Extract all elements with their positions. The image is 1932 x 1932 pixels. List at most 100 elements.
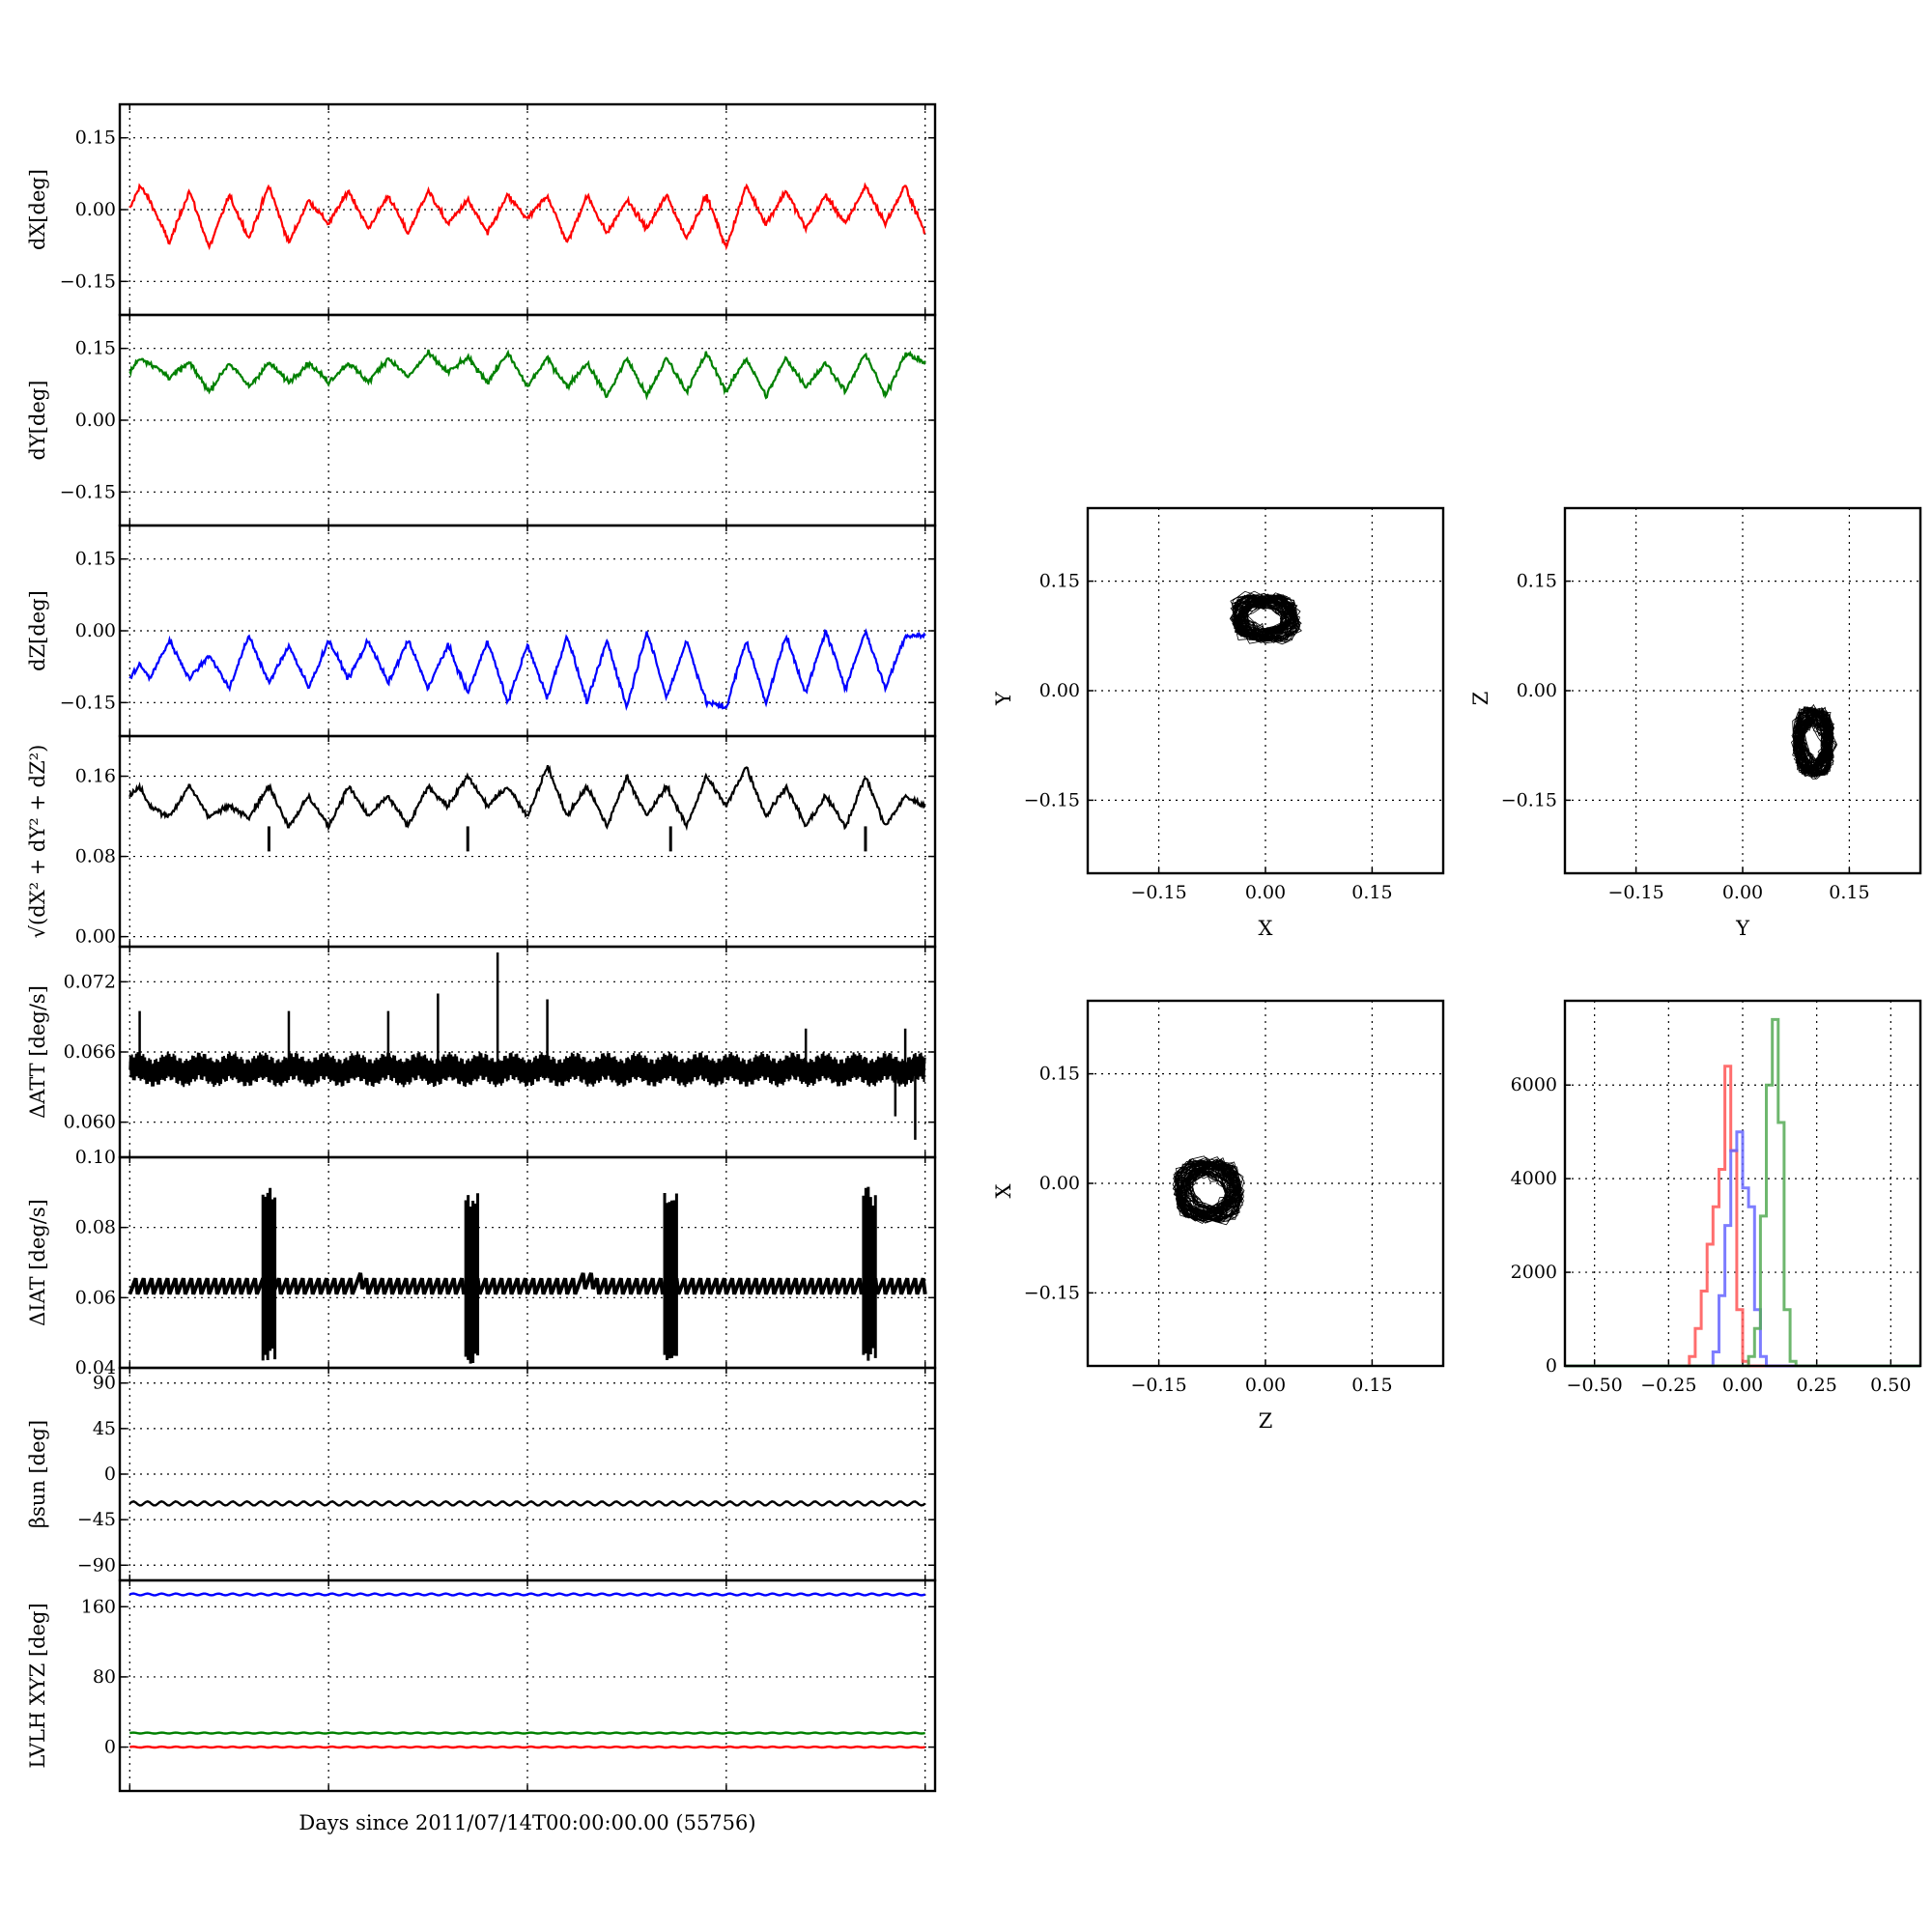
y-axis-label: βsun [deg] [26,1420,49,1528]
y-tick-label: 0.00 [75,926,116,948]
panel-dY: 0.15 0.00 −0.15 dY[deg] [26,313,937,527]
y-tick-label: 2000 [1511,1262,1557,1283]
y-axis-label: X [992,1183,1015,1198]
y-tick-label: 0.15 [1039,571,1080,592]
orbit-trace [1791,703,1838,780]
y-tick-label: −0.15 [60,692,116,713]
y-tick-label: 0.15 [1517,571,1557,592]
y-tick-label: 0.15 [75,549,116,570]
y-tick-label: 0 [104,1737,116,1758]
panel-dZ: 0.15 0.00 −0.15 dZ[deg] [26,524,937,738]
panel-lvlh: 160 80 0 LVLH XYZ [deg] Days since 2011/07/1… [26,1578,937,1834]
x-tick-label: 0.50 [1870,1375,1911,1396]
y-tick-label: 0.00 [75,620,116,641]
panel-norm: 0.16 0.08 0.00 √(dX² + dY² + dZ²) [26,734,937,949]
y-tick-label: 0.16 [75,766,116,787]
x-tick-label: −0.15 [1607,882,1663,903]
y-tick-label: 0.08 [75,1217,116,1238]
series-line [128,1592,926,1597]
y-tick-label: −0.15 [60,481,116,502]
orbit-trace [1172,1155,1245,1226]
y-tick-label: 0.00 [1039,1173,1080,1194]
y-axis-label: Y [992,691,1015,706]
panel-dATT: 0.072 0.066 0.060 ΔATT [deg/s] [26,945,937,1159]
y-tick-label: 0.066 [64,1041,116,1063]
y-tick-label: 0.15 [75,128,116,149]
y-tick-label: 0.00 [75,410,116,431]
panel-frame [118,1578,937,1793]
y-tick-label: 0.00 [1517,680,1557,701]
x-tick-label: −0.25 [1640,1375,1696,1396]
y-axis-label: ΔATT [deg/s] [26,985,49,1119]
panel-frame [118,734,937,949]
y-tick-label: 0.15 [75,338,116,359]
y-tick-label: 0.10 [75,1147,116,1168]
y-axis-label: Z [1469,692,1492,706]
histogram-step [1565,1130,1920,1368]
y-axis-label: √(dX² + dY² + dZ²) [26,745,49,939]
y-axis-label: LVLH XYZ [deg] [26,1603,49,1768]
histogram-step [1565,1017,1920,1368]
panel-frame [1086,506,1445,875]
panel-frame [1563,999,1922,1368]
y-tick-label: 80 [93,1666,116,1688]
series-line [128,1272,927,1295]
x-axis-label: Y [1735,917,1750,940]
series-line [128,182,926,251]
y-tick-label: −0.15 [1024,1282,1080,1303]
x-tick-label: 0.15 [1351,882,1392,903]
x-axis-label: Days since 2011/07/14T00:00:00.00 (55756… [298,1811,755,1834]
panel-frame [118,1155,937,1370]
y-tick-label: 0.08 [75,846,116,867]
series-line [129,1731,925,1735]
y-tick-label: 0 [104,1463,116,1485]
y-tick-label: 45 [93,1418,116,1439]
series-line [128,764,926,832]
x-tick-label: −0.15 [1130,1375,1186,1396]
panel-yz: −0.15 0.15 0.00 0.00 0.15 −0.15 Y Z [1469,506,1922,940]
y-tick-label: −0.15 [1024,789,1080,810]
y-tick-label: −45 [77,1509,116,1530]
panel-hist: −0.50 −0.25 0.00 0.25 0.50 6000 4000 2000 0 [1511,999,1922,1396]
y-axis-label: dX[deg] [26,169,49,250]
panel-beta: 90 45 0 −45 −90 βsun [deg] [26,1366,937,1582]
y-tick-label: −0.15 [1501,789,1557,810]
y-tick-label: −0.15 [60,270,116,292]
x-tick-label: 0.25 [1797,1375,1837,1396]
panel-dIAT: 0.10 0.08 0.06 0.04 ΔIAT [deg/s] [26,1147,937,1378]
y-tick-label: 4000 [1511,1168,1557,1189]
x-tick-label: 0.00 [1245,882,1286,903]
series-line [128,1500,926,1507]
y-tick-label: 0.060 [64,1112,116,1133]
y-axis-label: dZ[deg] [26,590,49,671]
y-tick-label: 0.06 [75,1287,116,1308]
x-tick-label: −0.15 [1130,882,1186,903]
y-tick-label: −90 [77,1554,116,1576]
y-tick-label: 0.00 [75,199,116,220]
x-tick-label: −0.50 [1567,1375,1623,1396]
x-tick-label: 0.00 [1722,882,1763,903]
panel-xy: −0.15 0.15 0.00 0.00 0.15 −0.15 X Y [992,506,1445,940]
series-line [128,628,926,711]
y-tick-label: 6000 [1511,1074,1557,1095]
y-tick-label: 0.15 [1039,1064,1080,1085]
panel-frame [1086,999,1445,1368]
y-tick-label: 160 [81,1596,116,1617]
x-axis-label: X [1259,917,1273,940]
y-axis-label: ΔIAT [deg/s] [26,1199,49,1326]
y-tick-label: 0.00 [1039,680,1080,701]
panel-frame [1563,506,1922,875]
y-tick-label: 90 [93,1373,116,1394]
histogram-step [1565,1065,1920,1368]
series-line [128,1051,926,1088]
x-tick-label: 0.15 [1829,882,1869,903]
x-tick-label: 0.00 [1722,1375,1763,1396]
x-tick-label: 0.00 [1245,1375,1286,1396]
x-axis-label: Z [1259,1409,1273,1433]
y-axis-label: dY[deg] [26,380,49,460]
x-tick-label: 0.15 [1351,1375,1392,1396]
series-line [128,349,926,401]
panel-dX: 0.15 0.00 −0.15 dX[deg] [26,102,937,317]
orbit-trace [1229,590,1302,645]
